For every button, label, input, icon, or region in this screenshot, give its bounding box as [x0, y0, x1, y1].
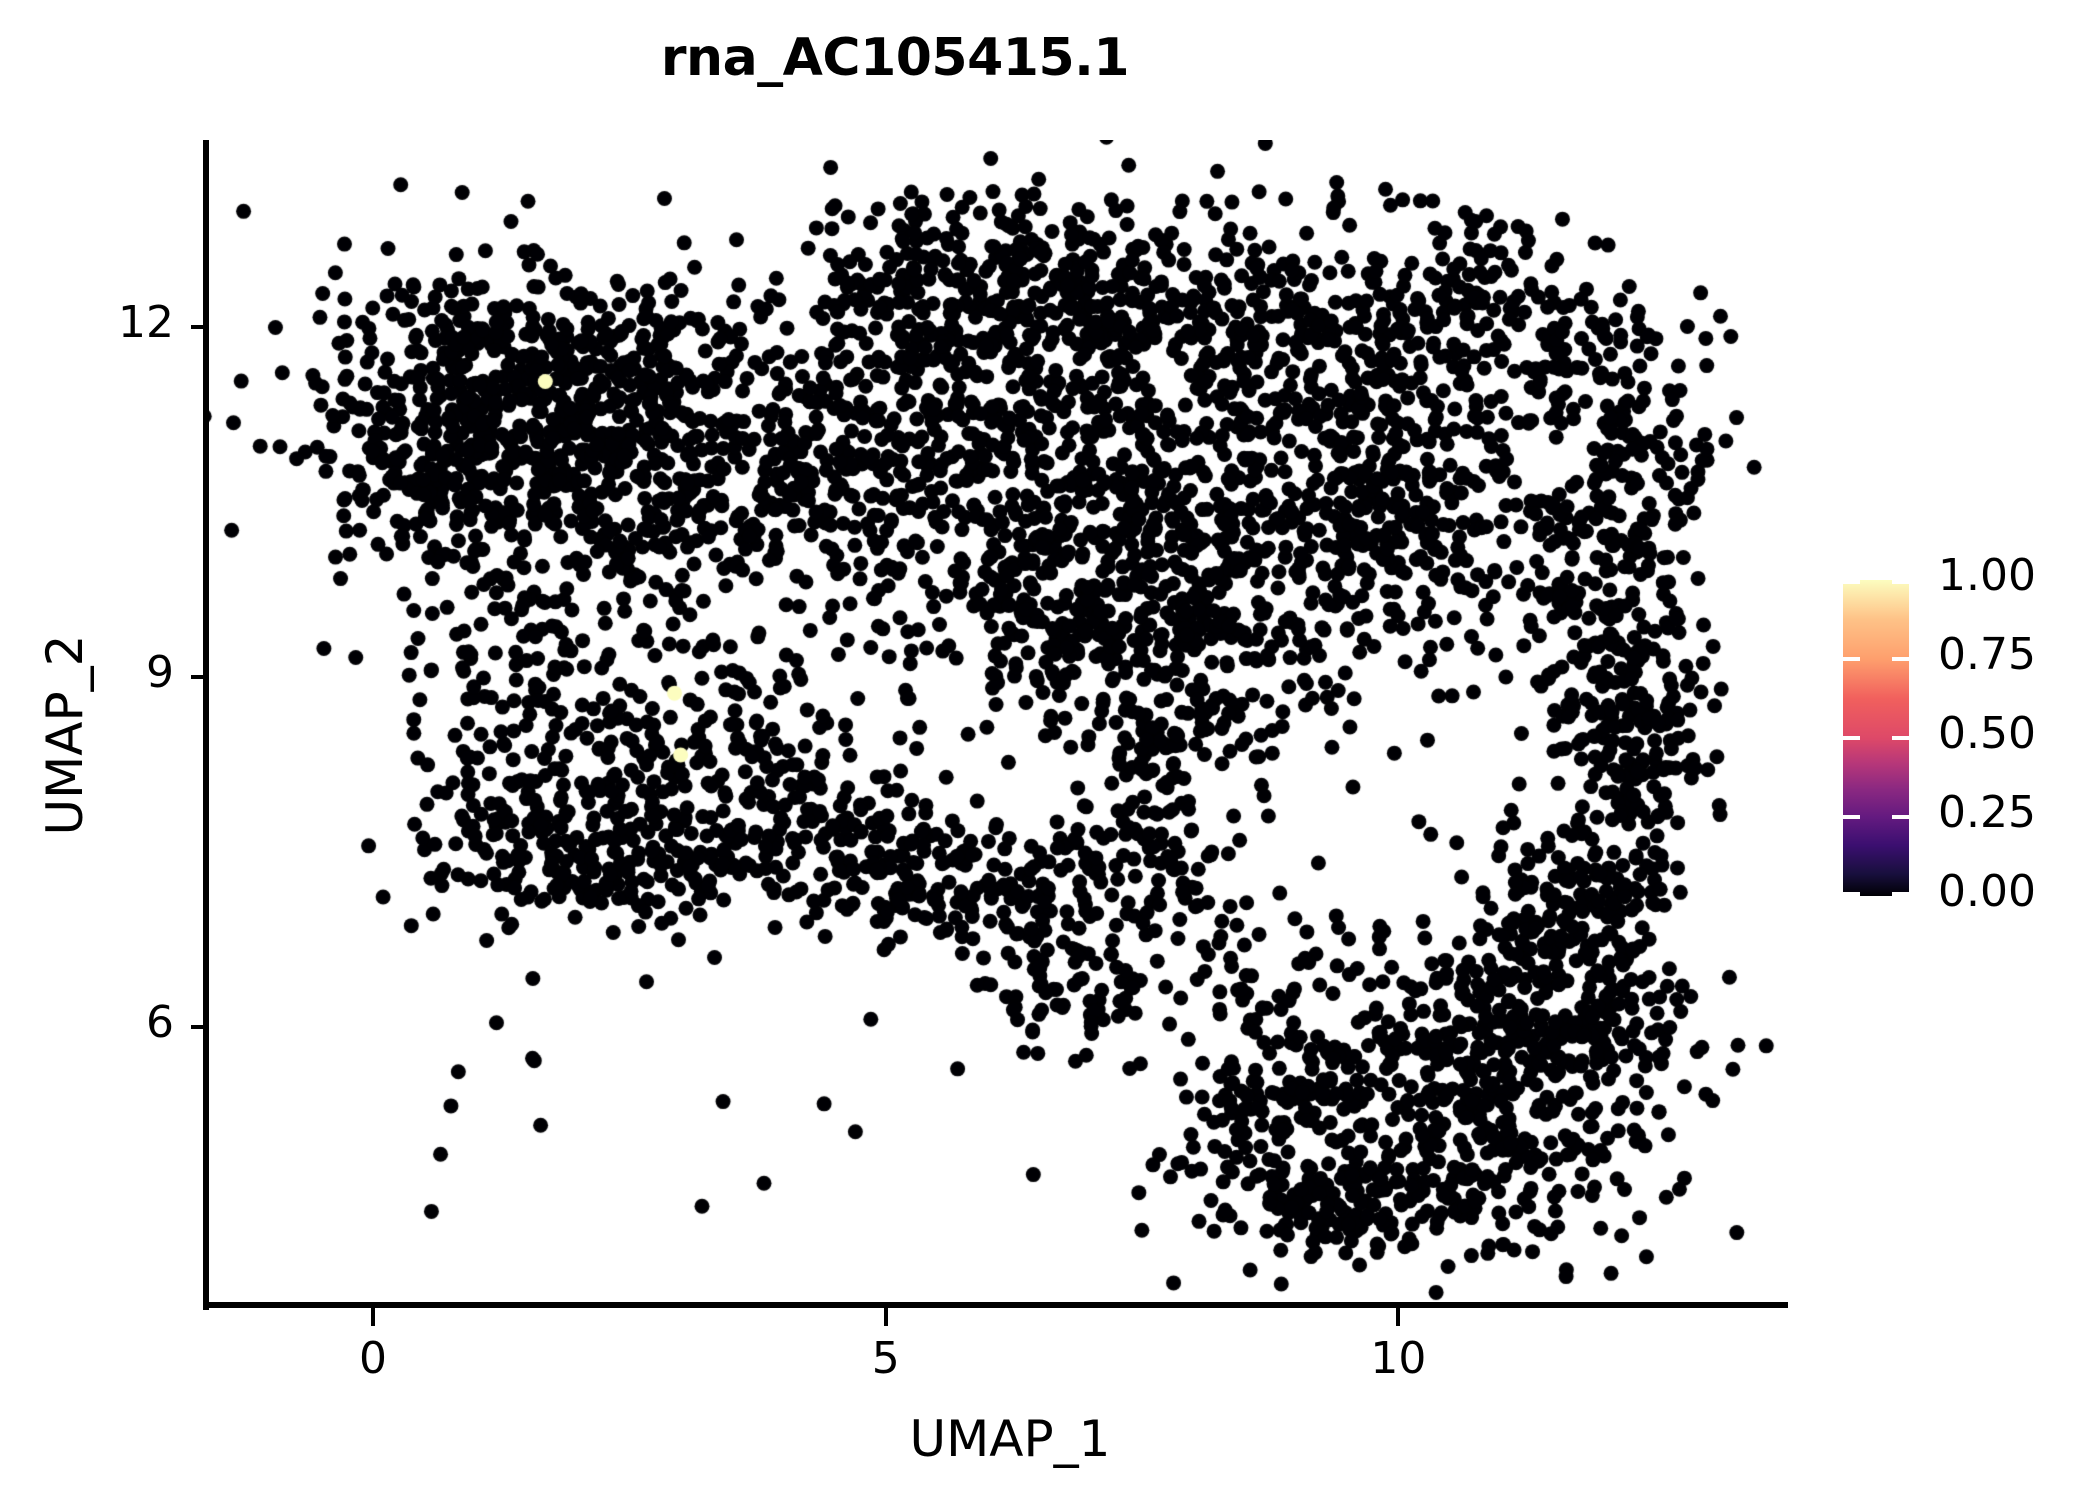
colorbar-tick-0.25-left	[1843, 815, 1860, 819]
colorbar-tick-0.50-left	[1843, 736, 1860, 740]
y-axis-spine	[203, 140, 209, 1310]
y-axis-label: UMAP_2	[36, 634, 94, 836]
x-tick-mark	[883, 1308, 888, 1326]
colorbar-tick-label: 1.00	[1938, 550, 2036, 601]
y-tick-mark	[191, 674, 209, 679]
x-tick-label: 0	[359, 1333, 388, 1384]
page-title: rna_AC105415.1	[660, 28, 1130, 88]
colorbar-tick-label: 0.75	[1938, 629, 2036, 680]
x-tick-mark	[1396, 1308, 1401, 1326]
y-tick-label: 6	[146, 996, 174, 1048]
colorbar-tick-label: 0.50	[1938, 708, 2036, 759]
colorbar-tick-1.00-right	[1892, 580, 1909, 584]
colorbar	[1843, 580, 1909, 896]
colorbar-tick-label: 0.00	[1938, 866, 2036, 917]
colorbar-tick-0.50-right	[1892, 736, 1909, 740]
x-tick-label: 10	[1370, 1333, 1427, 1384]
colorbar-tick-1.00-left	[1843, 580, 1860, 584]
x-tick-mark	[371, 1308, 376, 1326]
colorbar-tick-0.00-left	[1843, 892, 1860, 896]
colorbar-tick-0.25-right	[1892, 815, 1909, 819]
x-axis-label: UMAP_1	[909, 1410, 1111, 1468]
y-tick-mark	[191, 1024, 209, 1029]
y-tick-label: 9	[146, 646, 174, 698]
colorbar-tick-label: 0.25	[1938, 787, 2036, 838]
scatter-points-canvas	[209, 140, 1788, 1307]
plot-area	[209, 140, 1788, 1307]
x-tick-label: 5	[871, 1333, 900, 1384]
y-tick-label: 12	[118, 296, 174, 348]
colorbar-tick-0.00-right	[1892, 892, 1909, 896]
colorbar-tick-0.75-left	[1843, 657, 1860, 661]
y-tick-mark	[191, 324, 209, 329]
colorbar-tick-0.75-right	[1892, 657, 1909, 661]
